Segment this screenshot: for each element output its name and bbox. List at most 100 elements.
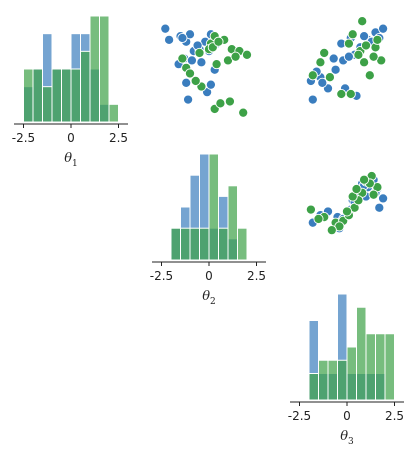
scatter-panel-r2-c3 — [305, 170, 389, 236]
x-axis-1: -2.5 0 2.5 θ1 — [12, 123, 128, 169]
hist-bar-s2-bin5 — [199, 227, 210, 261]
scatter-point-s2 — [353, 49, 364, 60]
scatter-point-s1 — [307, 94, 318, 105]
hist-bar-s2-bin4 — [51, 68, 62, 123]
scatter-point-s2 — [336, 88, 347, 100]
axis-label-symbol: θ — [64, 151, 72, 166]
hist-bar-s2-bin9 — [237, 227, 248, 261]
hist-bar-s2-bin6 — [346, 346, 357, 401]
hist-bar-s2-bin6 — [70, 68, 81, 123]
scatter-point-s1 — [374, 202, 385, 213]
x-tick-label: 2.5 — [109, 131, 128, 145]
scatter-point-s2 — [184, 68, 196, 79]
axis-label-symbol: θ — [202, 289, 210, 304]
scatter-point-s2 — [351, 184, 362, 195]
x-tick-label: 0 — [343, 409, 351, 423]
axes-layer: -2.5 0 2.5θ1-2.5 0 2.5θ2-2.5 0 2.5θ3 — [12, 123, 404, 447]
hist-bar-s2-bin5 — [337, 359, 348, 401]
hist-bar-s2-bin9 — [375, 333, 386, 401]
scatter-point-s2 — [211, 59, 222, 70]
scatter-point-s2 — [213, 36, 224, 47]
hist-bar-s2-bin10 — [384, 333, 395, 401]
scatter-point-s2 — [324, 72, 335, 83]
hist-bar-s2-bin2 — [170, 227, 181, 261]
axis-label-subscript: 1 — [72, 159, 78, 169]
hist-bar-s2-bin3 — [180, 227, 191, 261]
scatter-point-s2 — [224, 96, 235, 107]
axis-label-subscript: 3 — [348, 437, 354, 447]
scatter-point-s1 — [359, 31, 370, 42]
scatter-point-s2 — [368, 51, 379, 62]
scatter-point-s1 — [186, 55, 197, 66]
scatter-point-s1 — [160, 23, 171, 34]
scatter-point-s2 — [315, 57, 326, 68]
scatter-point-s2 — [343, 38, 354, 49]
hist-bar-s2-bin7 — [356, 306, 367, 401]
scatter-point-s2 — [215, 98, 226, 109]
axis-label-symbol: θ — [340, 429, 348, 444]
hist-bar-s2-bin7 — [80, 50, 91, 123]
scatter-point-s2 — [230, 51, 241, 62]
x-tick-label: 0 — [67, 131, 75, 145]
hist-bar-s2-bin6 — [208, 153, 219, 261]
hist-bar-s2-bin2 — [308, 373, 319, 401]
scatter-point-s2 — [360, 40, 372, 51]
scatter-point-s2 — [359, 57, 370, 68]
x-tick-label: 2.5 — [247, 269, 266, 283]
hist-bar-s2-bin3 — [318, 359, 329, 401]
x-tick-label: -2.5 — [150, 269, 173, 283]
scatter-point-s1 — [164, 34, 175, 45]
scatter-point-s2 — [368, 189, 379, 200]
scatter-point-s2 — [313, 213, 324, 224]
scatter-point-s1 — [177, 32, 188, 44]
x-axis-2: -2.5 0 2.5 θ2 — [150, 261, 266, 307]
x-axis-label-theta-1: θ1 — [64, 151, 78, 169]
scatter-point-s2 — [238, 107, 249, 118]
hist-bar-s2-bin8 — [227, 185, 238, 261]
histogram-panel-3 — [308, 293, 395, 401]
x-tick-label: 0 — [205, 269, 213, 283]
panels-layer — [23, 15, 395, 401]
scatter-point-s2 — [345, 88, 356, 100]
hist-bar-s2-bin3 — [42, 86, 53, 123]
hist-bar-s2-bin1 — [23, 68, 34, 123]
scatter-point-s2 — [307, 70, 318, 81]
scatter-point-s2 — [347, 29, 358, 40]
scatter-point-s1 — [183, 94, 194, 105]
scatter-point-s1 — [196, 57, 207, 68]
scatter-point-s2 — [305, 204, 316, 215]
hist-bar-s2-bin10 — [108, 103, 119, 123]
axis-label-subscript: 2 — [210, 297, 216, 307]
scatter-point-s1 — [205, 79, 216, 90]
hist-bar-s2-bin8 — [365, 333, 376, 401]
scatter-point-s1 — [343, 51, 354, 62]
hist-bar-s2-bin9 — [99, 15, 110, 123]
scatter-point-s2 — [319, 47, 330, 58]
x-axis-label-theta-2: θ2 — [202, 289, 216, 307]
x-axis-3: -2.5 0 2.5 θ3 — [288, 401, 404, 447]
x-tick-label: -2.5 — [12, 131, 35, 145]
histogram-panel-2 — [170, 153, 248, 261]
scatter-point-s2 — [177, 53, 188, 64]
scatter-point-s2 — [341, 206, 353, 217]
hist-bar-s2-bin8 — [89, 15, 100, 123]
hist-bar-s2-bin7 — [218, 227, 229, 261]
scatter-point-s2 — [241, 49, 253, 60]
x-tick-label: 2.5 — [385, 409, 404, 423]
scatter-point-s2 — [190, 75, 201, 86]
scatter-point-s1 — [181, 77, 192, 88]
x-tick-label: -2.5 — [288, 409, 311, 423]
scatter-point-s1 — [378, 23, 389, 34]
scatter-point-s2 — [359, 174, 370, 185]
scatter-point-s1 — [330, 64, 341, 75]
hist-bar-s2-bin2 — [32, 68, 43, 123]
scatter-point-s1 — [328, 53, 339, 64]
hist-bar-s2-bin4 — [327, 359, 338, 401]
scatter-point-s2 — [372, 34, 383, 45]
scatter-point-s2 — [326, 225, 337, 236]
hist-bar-s2-bin4 — [189, 227, 200, 261]
x-axis-label-theta-3: θ3 — [340, 429, 354, 447]
scatter-panel-r1-c2 — [160, 23, 253, 118]
hist-bar-s2-bin5 — [61, 68, 72, 123]
